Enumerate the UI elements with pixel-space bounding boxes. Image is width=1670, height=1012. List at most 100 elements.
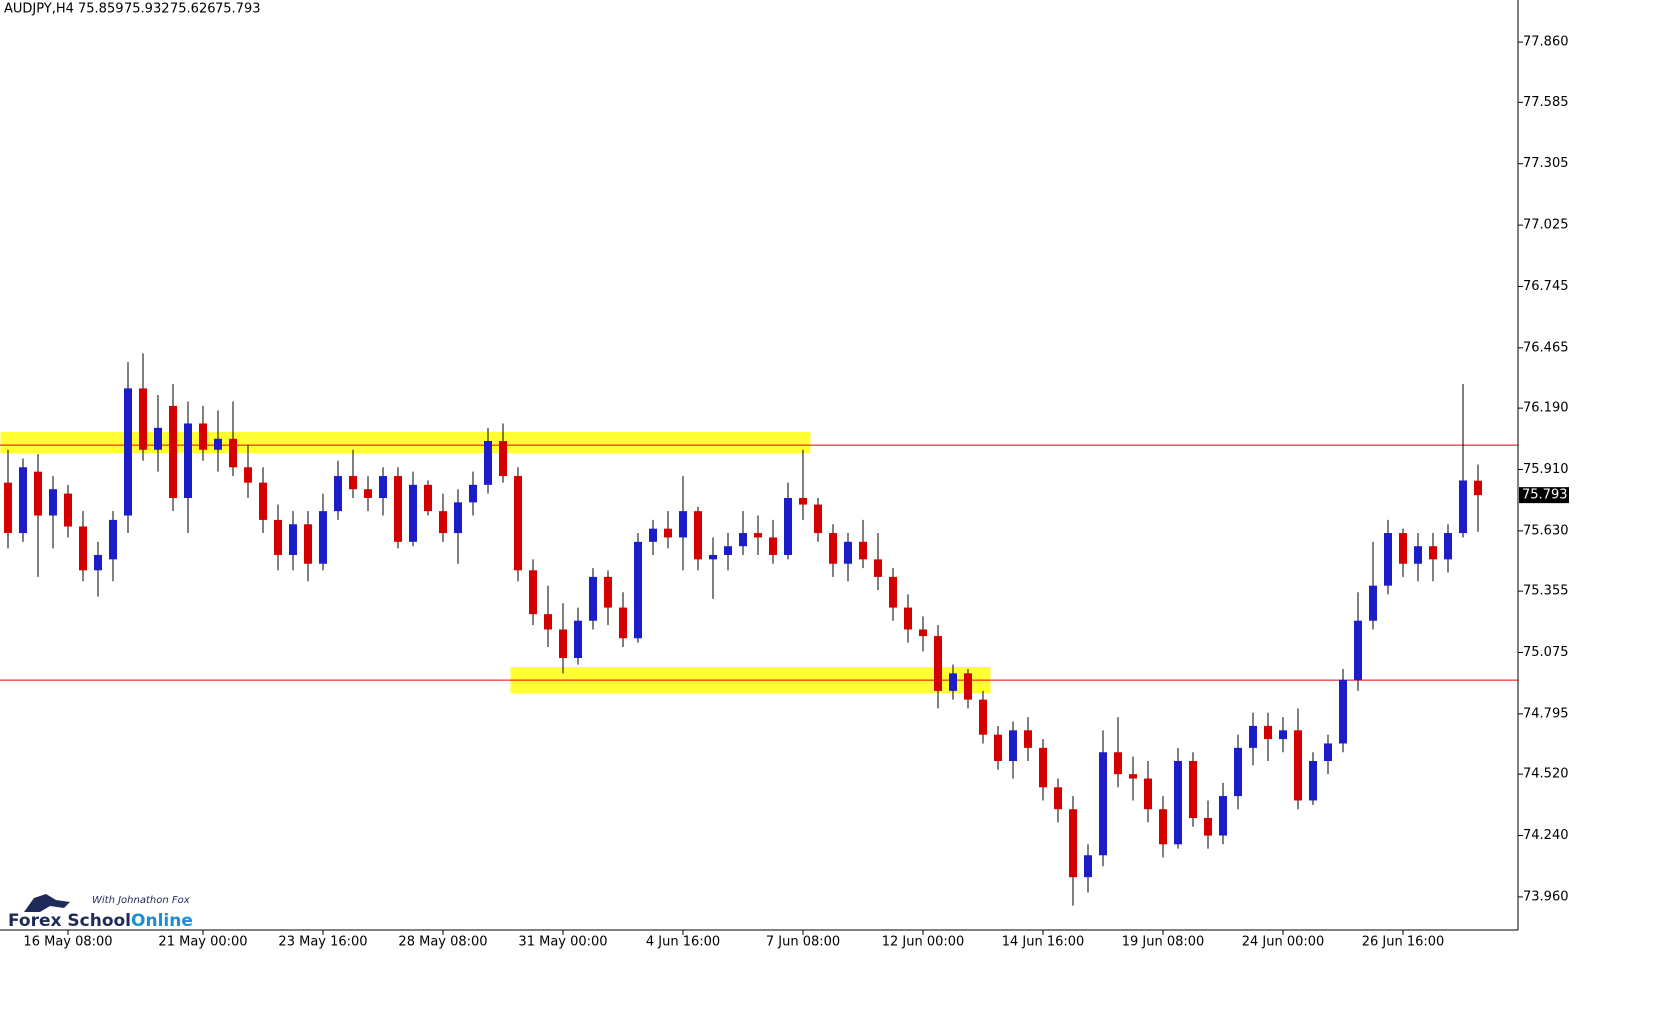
candle-body (1279, 730, 1287, 740)
candle-body (634, 541, 642, 639)
candle-body (1474, 480, 1482, 496)
candle-body (349, 476, 357, 490)
candle-body (919, 629, 927, 637)
candle-body (304, 524, 312, 564)
header: AUDJPY,H4 75.859 75.932 75.626 75.793 (4, 2, 261, 17)
x-tick-label: 7 Jun 08:00 (766, 935, 840, 950)
candle-body (244, 467, 252, 483)
candle-body (1324, 743, 1332, 762)
candle-body (229, 438, 237, 468)
candle-body (454, 502, 462, 534)
candle-body (1234, 747, 1242, 797)
close-value: 75.793 (215, 2, 261, 17)
grid (0, 444, 1518, 681)
candle-body (784, 497, 792, 555)
candle-body (1414, 546, 1422, 564)
candle-body (844, 541, 852, 564)
y-tick-label: 77.860 (1523, 35, 1569, 50)
y-tick-label: 76.190 (1523, 401, 1569, 416)
candle-body (1204, 817, 1212, 836)
candle-body (814, 504, 822, 534)
candle-body (1054, 787, 1062, 810)
candle-body (379, 476, 387, 498)
candle-body (409, 484, 417, 542)
y-tick-label: 77.305 (1523, 156, 1569, 171)
candle-body (739, 533, 747, 547)
candle-body (64, 493, 72, 527)
y-tick-label: 77.025 (1523, 218, 1569, 233)
candle-body (289, 524, 297, 555)
candle-body (1384, 533, 1392, 586)
symbol: AUDJPY,H4 (4, 2, 74, 17)
candle-body (709, 554, 717, 560)
candle-body (1444, 533, 1452, 560)
candle-body (139, 388, 147, 450)
candle-body (4, 482, 12, 534)
candle-body (949, 673, 957, 691)
candle-body (1429, 546, 1437, 560)
candle-body (1159, 809, 1167, 845)
candle-body (169, 405, 177, 498)
candle-body (664, 528, 672, 538)
candle-body (334, 476, 342, 512)
candle-body (799, 497, 807, 505)
candle-body (964, 673, 972, 700)
x-tick-label: 24 Jun 00:00 (1242, 935, 1325, 950)
candles (4, 353, 1482, 906)
logo-bull (24, 894, 70, 912)
candle-body (1369, 585, 1377, 621)
candle-body (829, 533, 837, 564)
y-tick-label: 76.745 (1523, 279, 1569, 294)
zone (0, 432, 811, 454)
x-tick-label: 12 Jun 00:00 (882, 935, 965, 950)
x-tick-label: 23 May 16:00 (278, 935, 367, 950)
candle-body (694, 511, 702, 560)
candle-body (124, 388, 132, 516)
x-tick-label: 14 Jun 16:00 (1002, 935, 1085, 950)
candle-body (529, 570, 537, 615)
candle-body (484, 440, 492, 485)
candle-body (1264, 725, 1272, 740)
candle-body (1144, 778, 1152, 810)
candle-body (1099, 752, 1107, 856)
candle-body (1024, 730, 1032, 748)
candle-body (94, 554, 102, 571)
logo-title: Forex SchoolOnline (8, 911, 193, 931)
candle-body (259, 482, 267, 520)
candle-body (1294, 730, 1302, 801)
candle-body (199, 423, 207, 450)
candle-body (619, 607, 627, 639)
candle-body (649, 528, 657, 542)
candle-body (889, 576, 897, 608)
y-tick-label: 74.240 (1523, 828, 1569, 843)
candle-body (109, 519, 117, 560)
candle-body (1174, 761, 1182, 845)
candle-body (574, 620, 582, 658)
candle-body (499, 440, 507, 477)
low-value: 75.626 (170, 2, 216, 17)
y-tick-label: 74.520 (1523, 767, 1569, 782)
candle-body (1069, 809, 1077, 878)
x-tick-label: 16 May 08:00 (23, 935, 112, 950)
x-tick-label: 21 May 00:00 (158, 935, 247, 950)
y-tick-label: 76.465 (1523, 340, 1569, 355)
candle-body (319, 511, 327, 564)
candle-body (1084, 855, 1092, 878)
candle-body (874, 559, 882, 577)
x-tick-label: 28 May 08:00 (398, 935, 487, 950)
price-tag (1519, 487, 1569, 504)
candle-body (679, 511, 687, 538)
y-tick-label: 73.960 (1523, 889, 1569, 904)
candle-body (1249, 725, 1257, 748)
candle-body (469, 484, 477, 503)
candle-body (1354, 620, 1362, 680)
logo-subtitle: With Johnathon Fox (92, 895, 190, 906)
candle-body (559, 629, 567, 658)
x-tick-label: 26 Jun 16:00 (1362, 935, 1445, 950)
candle-body (1129, 774, 1137, 779)
price-tag-label: 75.793 (1522, 488, 1568, 503)
y-tick-label: 74.795 (1523, 706, 1569, 721)
candle-body (154, 427, 162, 450)
candle-body (859, 541, 867, 560)
